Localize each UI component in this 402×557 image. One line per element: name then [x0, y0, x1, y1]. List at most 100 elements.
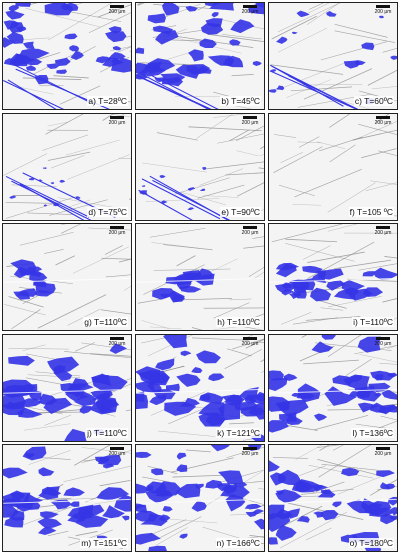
phase-region [199, 393, 211, 400]
texture-line [213, 113, 246, 118]
phase-region [112, 45, 121, 51]
texture-line [226, 450, 249, 459]
micrograph-image [3, 341, 131, 441]
panel-caption: g) T=110ºC [83, 317, 128, 327]
texture-line [361, 147, 397, 158]
texture-line [354, 120, 397, 140]
phase-region [136, 380, 156, 393]
texture-line [47, 151, 91, 161]
texture-line [321, 463, 390, 472]
micrograph-panel: 200 μm h) T=110ºC [135, 223, 265, 331]
scale-bar-label: 200 μm [374, 230, 392, 236]
scale-bar: 200 μm [372, 5, 394, 15]
texture-line [270, 64, 344, 75]
phase-region [179, 397, 200, 406]
texture-line [179, 191, 227, 205]
texture-line [278, 184, 315, 196]
phase-region [102, 57, 125, 67]
texture-line [27, 374, 81, 378]
phase-region [296, 515, 310, 523]
phase-region [98, 372, 109, 378]
phase-region [326, 11, 337, 17]
texture-line [118, 258, 131, 263]
scale-bar-label: 200 μm [374, 451, 392, 457]
texture-line [101, 257, 131, 260]
phase-region [255, 391, 264, 401]
texture-line [192, 336, 249, 341]
phase-region [105, 30, 127, 43]
phase-region [191, 500, 207, 512]
phase-region [136, 510, 159, 522]
phase-region [384, 483, 396, 490]
texture-line [327, 182, 376, 212]
texture-line [44, 249, 64, 254]
texture-line [334, 23, 388, 38]
phase-region [210, 445, 230, 452]
texture-line [271, 15, 317, 40]
phase-region [8, 5, 19, 12]
crack-line [3, 277, 131, 283]
texture-line [48, 198, 108, 216]
panel-caption: i) T=110ºC [352, 317, 394, 327]
phase-region [163, 334, 188, 348]
texture-line [19, 86, 54, 95]
scale-bar-label: 200 μm [241, 451, 259, 457]
texture-line [229, 421, 255, 424]
phase-region [199, 188, 206, 191]
phase-region [3, 504, 19, 518]
phase-region [145, 62, 162, 74]
texture-line [280, 511, 347, 549]
texture-line [358, 123, 397, 135]
texture-line [365, 181, 397, 191]
texture-line [285, 238, 337, 243]
texture-line [371, 86, 397, 89]
texture-line [27, 212, 74, 215]
scale-bar-line [110, 115, 124, 119]
phase-streak [138, 189, 193, 220]
phase-region [225, 494, 246, 512]
texture-line [102, 113, 114, 121]
texture-line [329, 113, 351, 128]
texture-line [380, 415, 397, 420]
texture-line [53, 75, 89, 79]
phase-region [229, 39, 241, 46]
phase-region [386, 404, 397, 413]
phase-region [176, 464, 188, 473]
phase-region [316, 270, 326, 276]
texture-line [305, 527, 332, 541]
phase-region [370, 402, 388, 413]
phase-region [16, 26, 27, 32]
phase-region [136, 73, 148, 80]
phase-region [91, 375, 128, 392]
phase-region [158, 514, 171, 522]
texture-line [142, 162, 208, 172]
panel-caption: j) T=110ºC [86, 427, 128, 438]
texture-line [309, 3, 324, 10]
texture-line [280, 151, 303, 163]
texture-line [97, 4, 131, 18]
phase-region [10, 259, 37, 276]
micrograph-image [3, 113, 131, 220]
phase-region [269, 419, 289, 433]
texture-line [188, 125, 262, 131]
phase-region [209, 3, 234, 11]
scale-bar-label: 200 μm [108, 451, 126, 457]
phase-region [8, 355, 35, 366]
scale-bar-label: 200 μm [108, 340, 126, 347]
texture-line [227, 348, 252, 356]
texture-line [68, 529, 113, 546]
phase-region [147, 13, 166, 24]
phase-region [362, 271, 375, 277]
micrograph-image [136, 445, 264, 551]
texture-line [285, 243, 355, 262]
texture-line [202, 526, 241, 539]
texture-line [378, 150, 397, 156]
phase-region [333, 289, 356, 300]
phase-region [279, 411, 297, 422]
texture-line [352, 129, 397, 140]
micrograph-image [269, 445, 397, 551]
phase-region [75, 195, 81, 199]
texture-line [47, 3, 113, 41]
texture-line [4, 304, 46, 316]
panel-caption: e) T=90ºC [220, 206, 261, 217]
